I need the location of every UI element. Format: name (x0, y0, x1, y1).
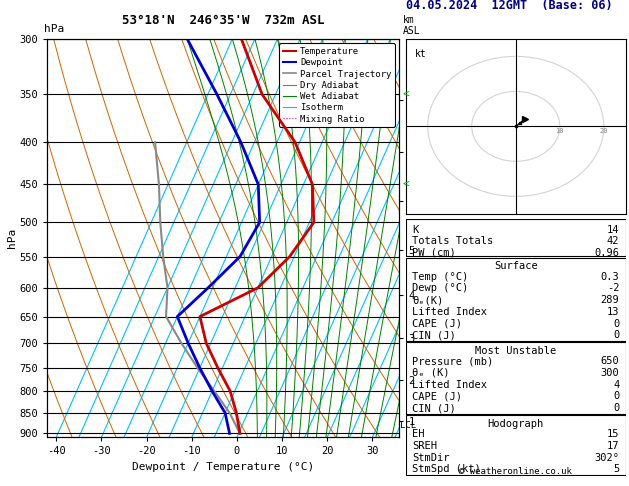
Text: kt: kt (415, 50, 426, 59)
Text: θₑ(K): θₑ(K) (413, 295, 443, 305)
Text: 20: 20 (599, 128, 608, 134)
Text: CAPE (J): CAPE (J) (413, 318, 462, 329)
Text: SREH: SREH (413, 441, 437, 451)
Text: StmDir: StmDir (413, 452, 450, 463)
Text: 4: 4 (613, 380, 619, 390)
Text: 300: 300 (601, 368, 619, 378)
Text: -2: -2 (607, 283, 619, 294)
Text: © weatheronline.co.uk: © weatheronline.co.uk (459, 467, 572, 476)
Text: Most Unstable: Most Unstable (475, 346, 557, 356)
Text: 289: 289 (601, 295, 619, 305)
Text: Pressure (mb): Pressure (mb) (413, 356, 494, 366)
Text: 0.3: 0.3 (601, 272, 619, 282)
Text: Lifted Index: Lifted Index (413, 307, 487, 317)
Text: 53°18'N  246°35'W  732m ASL: 53°18'N 246°35'W 732m ASL (122, 14, 325, 27)
Text: 14: 14 (607, 225, 619, 235)
Text: 17: 17 (607, 441, 619, 451)
Text: 0: 0 (613, 403, 619, 413)
Text: 04.05.2024  12GMT  (Base: 06): 04.05.2024 12GMT (Base: 06) (406, 0, 612, 12)
Text: Temp (°C): Temp (°C) (413, 272, 469, 282)
X-axis label: Dewpoint / Temperature (°C): Dewpoint / Temperature (°C) (132, 462, 314, 472)
Bar (406, 219, 626, 257)
Y-axis label: hPa: hPa (7, 228, 16, 248)
Text: 13: 13 (607, 307, 619, 317)
Text: 10: 10 (555, 128, 564, 134)
Text: 5: 5 (613, 464, 619, 474)
Text: PW (cm): PW (cm) (413, 248, 456, 258)
Text: LCL: LCL (400, 421, 416, 430)
Text: StmSpd (kt): StmSpd (kt) (413, 464, 481, 474)
Text: 650: 650 (601, 356, 619, 366)
Bar (406, 342, 626, 414)
Text: CAPE (J): CAPE (J) (413, 391, 462, 401)
Text: 0.96: 0.96 (594, 248, 619, 258)
Text: K: K (413, 225, 418, 235)
Text: Dewp (°C): Dewp (°C) (413, 283, 469, 294)
Text: 0: 0 (613, 391, 619, 401)
Text: 0: 0 (613, 330, 619, 340)
Text: CIN (J): CIN (J) (413, 403, 456, 413)
Text: hPa: hPa (44, 24, 64, 34)
Text: θₑ (K): θₑ (K) (413, 368, 450, 378)
Text: Surface: Surface (494, 261, 538, 271)
Bar (406, 415, 626, 475)
Text: km
ASL: km ASL (403, 15, 420, 36)
Text: <: < (403, 179, 409, 190)
Bar (406, 258, 626, 341)
Text: Lifted Index: Lifted Index (413, 380, 487, 390)
Text: 0: 0 (613, 318, 619, 329)
Text: CIN (J): CIN (J) (413, 330, 456, 340)
Text: 42: 42 (607, 236, 619, 246)
Text: 302°: 302° (594, 452, 619, 463)
Text: 15: 15 (607, 429, 619, 439)
Text: Totals Totals: Totals Totals (413, 236, 494, 246)
Text: EH: EH (413, 429, 425, 439)
Text: Hodograph: Hodograph (487, 418, 544, 429)
Legend: Temperature, Dewpoint, Parcel Trajectory, Dry Adiabat, Wet Adiabat, Isotherm, Mi: Temperature, Dewpoint, Parcel Trajectory… (279, 43, 395, 127)
Text: <: < (403, 89, 409, 99)
